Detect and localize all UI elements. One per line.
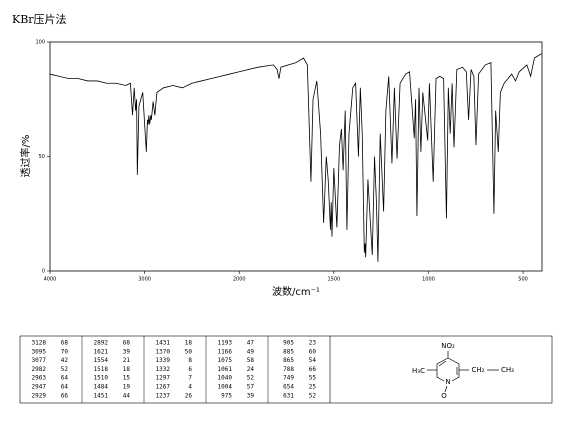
y-axis-label: 透过率/% [19, 135, 32, 178]
peak-wavenumber: 905 [283, 340, 294, 347]
x-tick-label: 500 [518, 277, 528, 283]
peak-transmittance: 64 [61, 384, 69, 391]
peak-wavenumber: 1075 [218, 357, 233, 364]
peak-wavenumber: 2892 [94, 340, 109, 347]
peak-transmittance: 26 [185, 392, 193, 399]
peak-transmittance: 58 [247, 357, 255, 364]
substituent: CH₂ [472, 366, 485, 374]
peak-transmittance: 52 [309, 392, 317, 399]
peak-transmittance: 47 [247, 340, 255, 347]
peak-wavenumber: 1237 [156, 392, 171, 399]
peak-transmittance: 66 [61, 392, 69, 399]
ring-bond [436, 357, 449, 382]
ring-atom: N [445, 378, 450, 386]
peak-transmittance: 7 [188, 375, 192, 382]
peak-transmittance: 42 [61, 357, 69, 364]
peak-wavenumber: 1510 [94, 375, 109, 382]
substituent: CH₃ [501, 366, 514, 374]
peak-transmittance: 6 [188, 366, 192, 373]
peak-transmittance: 64 [61, 375, 69, 382]
y-tick-label: 100 [35, 40, 45, 46]
peak-transmittance: 52 [247, 375, 255, 382]
y-tick-label: 0 [42, 269, 45, 275]
peak-transmittance: 70 [61, 348, 69, 355]
peak-transmittance: 57 [247, 384, 255, 391]
x-tick-label: 1500 [327, 277, 340, 283]
peak-wavenumber: 1166 [218, 348, 233, 355]
peak-transmittance: 50 [185, 348, 193, 355]
peak-wavenumber: 975 [221, 392, 232, 399]
peak-transmittance: 24 [247, 366, 255, 373]
peak-transmittance: 25 [309, 384, 317, 391]
chart-title: KBr压片法 [12, 12, 67, 26]
peak-wavenumber: 1040 [218, 375, 233, 382]
peak-transmittance: 8 [188, 357, 192, 364]
peak-transmittance: 15 [123, 375, 131, 382]
peak-wavenumber: 2963 [32, 375, 47, 382]
x-tick-label: 3000 [138, 277, 151, 283]
peak-wavenumber: 749 [283, 375, 294, 382]
x-tick-label: 4000 [44, 277, 57, 283]
peak-transmittance: 68 [61, 340, 69, 347]
peak-wavenumber: 1554 [94, 357, 109, 364]
peak-transmittance: 23 [309, 340, 317, 347]
peak-wavenumber: 2982 [32, 366, 47, 373]
peak-wavenumber: 1431 [156, 340, 171, 347]
substituent: NO₂ [441, 342, 455, 350]
peak-transmittance: 55 [309, 375, 317, 382]
peak-wavenumber: 1484 [94, 384, 109, 391]
peak-wavenumber: 1339 [156, 357, 171, 364]
peak-wavenumber: 654 [283, 384, 294, 391]
peak-transmittance: 4 [188, 384, 192, 391]
peak-wavenumber: 788 [283, 366, 294, 373]
peak-transmittance: 21 [123, 357, 131, 364]
peak-wavenumber: 1332 [156, 366, 171, 373]
bond [444, 385, 448, 393]
peak-transmittance: 19 [123, 384, 131, 391]
peak-wavenumber: 1193 [218, 340, 233, 347]
peak-wavenumber: 1518 [94, 366, 109, 373]
peak-wavenumber: 1061 [218, 366, 233, 373]
peak-transmittance: 68 [123, 340, 131, 347]
peak-wavenumber: 865 [283, 357, 294, 364]
peak-wavenumber: 1297 [156, 375, 171, 382]
peak-table-frame [19, 335, 553, 404]
peak-transmittance: 49 [247, 348, 255, 355]
peak-transmittance: 66 [309, 366, 317, 373]
peak-transmittance: 60 [309, 348, 317, 355]
peak-transmittance: 39 [123, 348, 131, 355]
substituent: H₃C [412, 367, 425, 375]
peak-wavenumber: 1004 [218, 384, 233, 391]
peak-wavenumber: 3095 [32, 348, 47, 355]
peak-wavenumber: 3128 [32, 340, 47, 347]
peak-wavenumber: 885 [283, 348, 294, 355]
peak-transmittance: 39 [247, 392, 255, 399]
peak-wavenumber: 1267 [156, 384, 171, 391]
double-bond [438, 360, 447, 367]
peak-wavenumber: 3077 [32, 357, 47, 364]
x-axis-label: 波数/cm⁻¹ [272, 285, 320, 298]
peak-wavenumber: 1451 [94, 392, 109, 399]
ring-bond [447, 357, 460, 382]
x-tick-label: 2000 [233, 277, 246, 283]
peak-transmittance: 18 [123, 366, 131, 373]
peak-wavenumber: 2929 [32, 392, 47, 399]
peak-wavenumber: 1370 [156, 348, 171, 355]
y-tick-label: 50 [39, 154, 45, 160]
peak-transmittance: 54 [309, 357, 317, 364]
peak-wavenumber: 1621 [94, 348, 109, 355]
peak-transmittance: 52 [61, 366, 69, 373]
x-tick-label: 1000 [422, 277, 435, 283]
peak-transmittance: 44 [123, 392, 131, 399]
peak-wavenumber: 2947 [32, 384, 47, 391]
peak-wavenumber: 631 [283, 392, 294, 399]
structure-drawing [427, 351, 499, 393]
peak-transmittance: 18 [185, 340, 193, 347]
oxide-atom: O [441, 392, 447, 400]
spectrum-line [49, 53, 543, 262]
plot-frame [49, 41, 543, 272]
